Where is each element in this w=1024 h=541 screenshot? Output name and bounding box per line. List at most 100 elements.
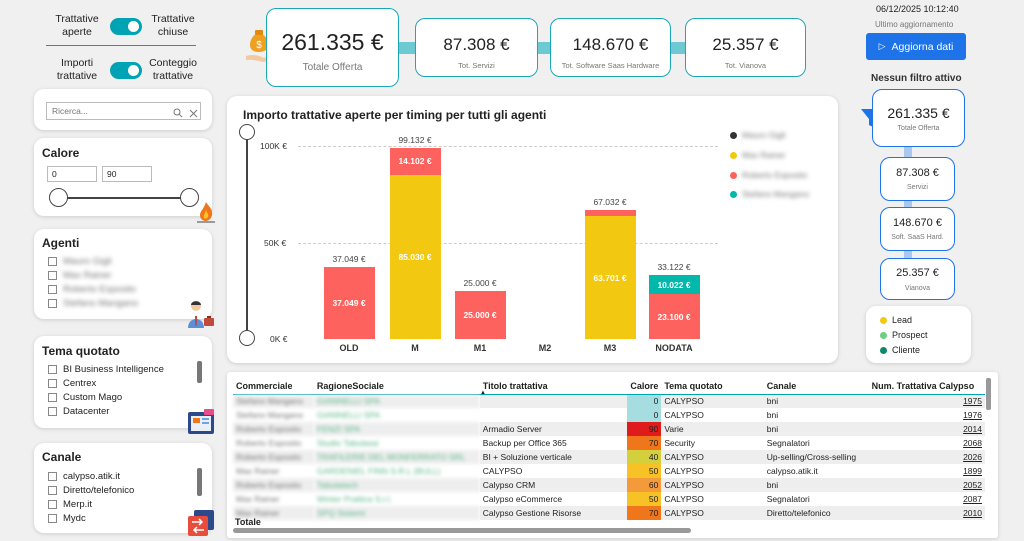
cell-num-trattativa-link[interactable]: 2052 xyxy=(868,478,985,492)
col-header[interactable]: Num. Trattativa Calypso xyxy=(868,378,985,395)
bar-segment[interactable] xyxy=(648,294,700,339)
tema-option[interactable]: Centrex xyxy=(48,378,96,389)
canale-option[interactable]: Mydc xyxy=(48,513,86,523)
bar-segment[interactable] xyxy=(454,290,506,339)
cell-num-trattativa-link[interactable]: 2068 xyxy=(963,438,982,448)
bar-segment-label: 23.100 € xyxy=(657,311,691,322)
cell-num-trattativa-link[interactable]: 2014 xyxy=(868,422,985,436)
cell-num-trattativa-link[interactable]: 1899 xyxy=(963,466,982,476)
checkbox[interactable] xyxy=(48,365,57,374)
bar-segment[interactable] xyxy=(648,275,700,295)
col-header[interactable]: Commerciale xyxy=(233,378,314,395)
tema-option[interactable]: BI Business Intelligence xyxy=(48,364,164,375)
chart-zoom-bottom-handle[interactable] xyxy=(239,330,255,346)
kpi-connector xyxy=(671,42,685,54)
table-scrollbar-v[interactable] xyxy=(986,378,991,410)
checkbox[interactable] xyxy=(48,486,57,495)
canale-option[interactable]: calypso.atik.it xyxy=(48,471,120,482)
col-header[interactable]: Calore xyxy=(627,378,662,395)
legend-item[interactable]: Roberto Esposito xyxy=(730,170,807,180)
kpi-tot-vianova[interactable]: 25.357 € Tot. Vianova xyxy=(685,18,806,77)
canale-option[interactable]: Merp.it xyxy=(48,499,92,510)
table-row[interactable]: Roberto Esposito Studio Tabulassi Backup p… xyxy=(233,436,985,450)
canale-option[interactable]: Diretto/telefonico xyxy=(48,485,134,496)
legend-label: Max Rainer xyxy=(742,150,786,160)
cell-num-trattativa-link[interactable]: 2087 xyxy=(963,494,982,504)
cell-num-trattativa-link[interactable]: 1975 xyxy=(868,394,985,408)
bar-segment[interactable] xyxy=(389,147,441,175)
bar-total-label: 25.000 € xyxy=(463,277,497,288)
legend-item[interactable]: Stefano Mangano xyxy=(730,189,809,199)
kpi-tot-saas[interactable]: 148.670 € Tot. Software Saas Hardware xyxy=(550,18,671,77)
col-header[interactable]: Titolo trattativa xyxy=(479,378,628,395)
kpi-tot-servizi[interactable]: 87.308 € Tot. Servizi xyxy=(415,18,538,77)
kpi-totale-offerta[interactable]: 261.335 € Totale Offerta xyxy=(266,8,399,87)
table-row[interactable]: Max Rainer GARDENIEL FINN S.R.L (BULL) CAL… xyxy=(233,464,985,478)
cell-calore: 0 xyxy=(627,408,662,422)
checkbox[interactable] xyxy=(48,285,57,294)
table-row[interactable]: Roberto Esposito FENZI SPA Armadio Server 9… xyxy=(233,422,985,436)
timestamp: 06/12/2025 10:12:40 xyxy=(876,4,959,14)
bar-segment[interactable] xyxy=(584,209,636,217)
agent-option[interactable]: Stefano Mangano xyxy=(48,298,138,309)
checkbox[interactable] xyxy=(48,500,57,509)
checkbox[interactable] xyxy=(48,513,57,523)
cell-num-trattativa-link[interactable]: 2010 xyxy=(868,506,985,520)
x-tick-label: M xyxy=(411,343,419,353)
bar-segment[interactable] xyxy=(389,174,441,339)
checkbox[interactable] xyxy=(48,407,57,416)
table-row[interactable]: Max Rainer SPQ Sistemi Calypso Gestione Ri… xyxy=(233,506,985,520)
search-input[interactable] xyxy=(46,102,201,120)
canale-scrollbar[interactable] xyxy=(197,468,202,496)
search-icon[interactable] xyxy=(173,105,183,123)
refresh-button[interactable]: ▷ Aggiorna dati xyxy=(866,33,966,60)
calore-min-input[interactable]: 0 xyxy=(47,166,97,182)
tema-scrollbar[interactable] xyxy=(197,361,202,383)
checkbox[interactable] xyxy=(48,379,57,388)
cell-num-trattativa-link[interactable]: 1976 xyxy=(963,410,982,420)
checkbox[interactable] xyxy=(48,257,57,266)
calore-slider-max-handle[interactable] xyxy=(180,188,199,207)
x-tick-label: OLD xyxy=(339,343,359,353)
clear-icon[interactable] xyxy=(189,105,198,123)
toggle-open-closed[interactable] xyxy=(110,18,142,35)
chart-zoom-top-handle[interactable] xyxy=(239,124,255,140)
kpi-connector xyxy=(538,42,550,54)
calore-slider-track[interactable] xyxy=(58,197,190,199)
table-row[interactable]: Stefano Mangano GIANNELLI SPA 0 CALYPSO bni 1… xyxy=(233,394,985,408)
table-cell: BI + Soluzione verticale xyxy=(479,450,628,464)
agent-option[interactable]: Roberto Esposito xyxy=(48,284,136,295)
checkbox[interactable] xyxy=(48,299,57,308)
rkpi-servizi[interactable]: 87.308 € Servizi xyxy=(880,157,955,201)
rkpi-saas[interactable]: 148.670 € Soft. SaaS Hard. xyxy=(880,207,955,251)
toggle-amount-count[interactable] xyxy=(110,62,142,79)
x-tick-label: M1 xyxy=(473,343,487,353)
chart-zoom-slider[interactable] xyxy=(246,130,248,335)
table-row[interactable]: Roberto Esposito TRAFILERIE DEL MONFERRAT… xyxy=(233,450,985,464)
agent-option[interactable]: Mauro Gigli xyxy=(48,256,112,267)
col-header[interactable]: Tema quotato xyxy=(661,378,764,395)
rkpi-totale-offerta[interactable]: 261.335 € Totale Offerta xyxy=(872,89,965,147)
agent-option[interactable]: Max Rainer xyxy=(48,270,112,281)
tema-option[interactable]: Custom Mago xyxy=(48,392,122,403)
table-row[interactable]: Roberto Esposito Tabulatech Calypso CRM 60 C… xyxy=(233,478,985,492)
checkbox[interactable] xyxy=(48,271,57,280)
cell-num-trattativa-link[interactable]: 2026 xyxy=(868,450,985,464)
bar-segment[interactable] xyxy=(323,267,375,339)
calore-slider-min-handle[interactable] xyxy=(49,188,68,207)
legend-item[interactable]: Max Rainer xyxy=(730,150,785,160)
bar-segment[interactable] xyxy=(584,216,636,339)
tema-option[interactable]: Datacenter xyxy=(48,406,109,417)
table-row[interactable]: Max Rainer Winter Prattica S.r.l. Calypso … xyxy=(233,492,985,506)
table-row[interactable]: Stefano Mangano GIANNELLI SPA 0 CALYPSO bni 1… xyxy=(233,408,985,422)
legend-item[interactable]: Mauro Gigli xyxy=(730,130,785,140)
table-scrollbar-h[interactable] xyxy=(233,528,691,533)
bar-segment-label: 14.102 € xyxy=(398,156,432,167)
calore-max-input[interactable]: 90 xyxy=(102,166,152,182)
lead-dot xyxy=(880,316,887,324)
col-header[interactable]: Canale xyxy=(763,378,869,395)
checkbox[interactable] xyxy=(48,472,57,481)
col-header[interactable]: RagioneSociale xyxy=(313,378,480,395)
rkpi-vianova[interactable]: 25.357 € Vianova xyxy=(880,258,955,300)
checkbox[interactable] xyxy=(48,393,57,402)
